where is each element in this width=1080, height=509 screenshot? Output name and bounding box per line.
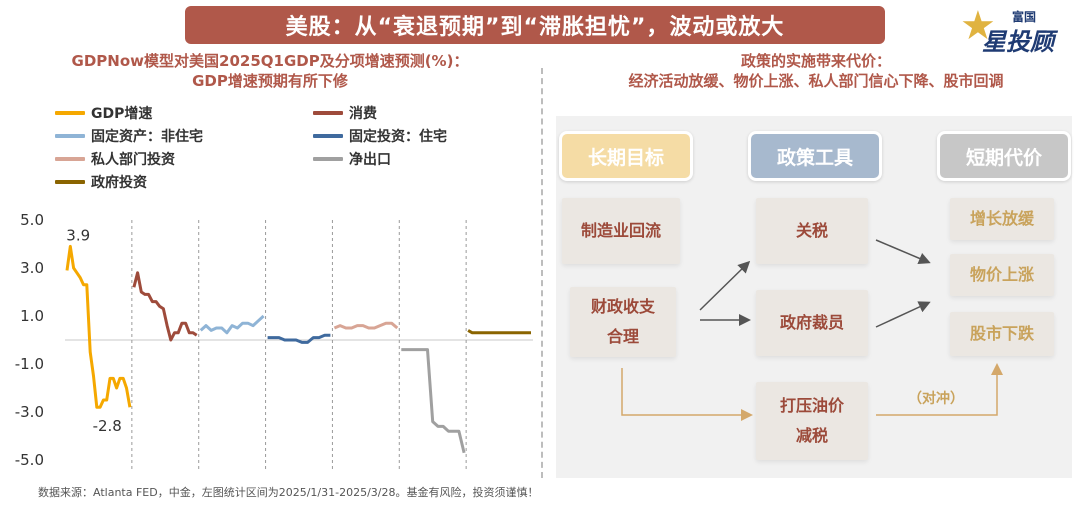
series-line-3 [267, 333, 331, 344]
series-line-1 [132, 271, 198, 342]
legend-swatch [55, 111, 85, 115]
legend-swatch [313, 134, 343, 138]
cost-price-rise: 物价上涨 [950, 254, 1054, 296]
legend-item-private-investment: 私人部门投资 [55, 149, 175, 169]
legend-item-consumption: 消费 [313, 103, 377, 123]
tool-oil-line1: 打压油价 [779, 396, 844, 415]
right-panel-title: 政策的实施带来代价： 经济活动放缓、物价上涨、私人部门信心下降、股市回调 [552, 51, 1080, 91]
arrow-tariff-to-costs [875, 239, 931, 265]
series-line-5 [401, 348, 466, 454]
header-long-term: 长期目标 [559, 131, 693, 181]
left-chart-title: GDPNow模型对美国2025Q1GDP及分项增速预测(%)： GDP增速预期有… [0, 51, 540, 91]
chart-legend: GDP增速 消费 固定资产：非住宅 固定投资：住宅 私人部门投资 净出口 政府投… [55, 103, 505, 193]
left-title-line1: GDPNow模型对美国2025Q1GDP及分项增速预测(%)： [71, 52, 469, 70]
y-tick-label: -5.0 [15, 451, 44, 469]
series-line-0 [65, 244, 132, 409]
gdpnow-line-chart: 5.0 3.0 1.0 -1.0 -3.0 -5.0 3.9 -2.8 [15, 211, 533, 472]
legend-item-gdp: GDP增速 [55, 103, 152, 123]
section-divider [541, 68, 543, 478]
series-line-6 [467, 329, 531, 335]
series-line-2 [199, 314, 265, 335]
cost-growth-slowdown: 增长放缓 [950, 198, 1054, 240]
goal-fiscal-line1: 财政收支 [590, 297, 655, 316]
y-tick-label: -3.0 [15, 403, 44, 421]
source-footnote: 数据来源：Atlanta FED，中金，左图统计区间为2025/1/31-202… [38, 486, 539, 499]
legend-item-residential: 固定投资：住宅 [313, 126, 447, 146]
legend-label: 私人部门投资 [91, 152, 175, 168]
y-tick-label: -1.0 [15, 355, 44, 373]
star-icon: ★ [960, 3, 996, 49]
y-tick-label: 3.0 [20, 259, 44, 277]
data-label: 3.9 [66, 226, 90, 244]
legend-label: 净出口 [349, 152, 391, 168]
banner-title: 美股：从“衰退预期”到“滞胀担忧”，波动或放大 [185, 6, 885, 44]
right-title-line2: 经济活动放缓、物价上涨、私人部门信心下降、股市回调 [628, 72, 1004, 90]
arrow-fiscal-to-tariff [699, 260, 751, 311]
series-line-4 [333, 321, 399, 330]
data-label: -2.8 [93, 417, 122, 435]
hedge-label: （对冲） [908, 391, 964, 407]
legend-item-net-exports: 净出口 [313, 149, 391, 169]
logo-big-text: 星投顾 [982, 28, 1054, 56]
tool-oil-and-tax: 打压油价 减税 [756, 382, 868, 460]
arrow-fiscal-to-oil [621, 368, 753, 421]
y-tick-label: 1.0 [20, 307, 44, 325]
header-policy-tools: 政策工具 [748, 131, 882, 181]
header-short-term: 短期代价 [937, 131, 1071, 181]
legend-swatch [313, 157, 343, 161]
brand-logo: ★ 富国 星投顾 [960, 3, 1072, 56]
y-tick-label: 5.0 [20, 211, 44, 229]
tool-government-layoffs: 政府裁员 [756, 290, 868, 356]
legend-label: GDP增速 [91, 106, 153, 122]
tool-tariff: 关税 [756, 198, 868, 264]
right-title-line1: 政策的实施带来代价： [740, 52, 891, 70]
logo-small-text: 富国 [1012, 10, 1037, 24]
legend-label: 固定资产：非住宅 [91, 129, 203, 145]
legend-swatch [55, 157, 85, 161]
legend-swatch [55, 134, 85, 138]
legend-swatch [313, 111, 343, 115]
goal-reshoring: 制造业回流 [562, 198, 680, 264]
legend-label: 固定投资：住宅 [349, 129, 447, 145]
cost-stock-decline: 股市下跌 [950, 312, 1054, 356]
goal-fiscal-line2: 合理 [606, 327, 639, 346]
left-title-line2: GDP增速预期有所下修 [192, 72, 348, 90]
legend-label: 消费 [349, 106, 377, 122]
legend-swatch [55, 180, 85, 184]
arrow-oil-to-stock-hedge [876, 363, 1003, 416]
arrow-layoffs-to-costs [875, 301, 931, 328]
legend-label: 政府投资 [91, 175, 147, 191]
tool-oil-line2: 减税 [795, 426, 828, 445]
goal-fiscal-balance: 财政收支 合理 [570, 287, 676, 357]
legend-item-nonresidential: 固定资产：非住宅 [55, 126, 203, 146]
legend-item-government: 政府投资 [55, 172, 147, 192]
